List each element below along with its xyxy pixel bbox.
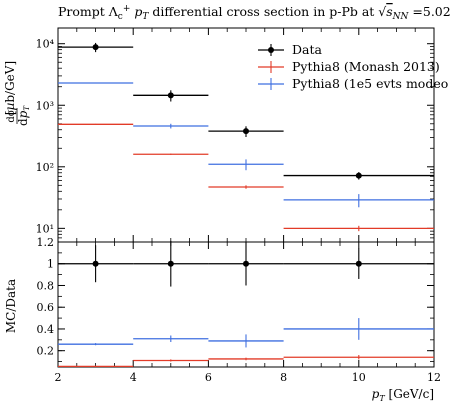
- legend-swatch-marker: [268, 47, 274, 53]
- data-point: [243, 260, 249, 267]
- data-point: [167, 92, 174, 99]
- svg-text:dσ: dσ: [6, 109, 17, 122]
- ratio-series-group: [58, 240, 434, 367]
- x-tick-label: 10: [352, 371, 366, 384]
- ratio-ylabel: MC/Data: [4, 279, 18, 333]
- data-point: [355, 260, 362, 267]
- x-tick-label: 12: [427, 371, 441, 384]
- y-tick-label: 10³: [36, 99, 54, 112]
- x-tick-label: 8: [280, 371, 287, 384]
- y-tick-label: 10¹: [36, 222, 54, 235]
- ratio-y-tick-label: 1: [47, 258, 54, 271]
- x-tick-label: 4: [130, 371, 137, 384]
- x-axis-label: pT [GeV/c]: [372, 387, 434, 403]
- series-1: [58, 123, 434, 232]
- data-point: [167, 260, 174, 267]
- series-2: [58, 82, 434, 208]
- main-series-group: [58, 42, 434, 232]
- data-point: [92, 44, 99, 51]
- ratio-series-2: [58, 318, 434, 348]
- legend: Data Pythia8 (Monash 2013) Pythia8 (1e5 ev…: [258, 42, 450, 91]
- ratio-series-0: [58, 240, 434, 287]
- data-point: [355, 172, 362, 179]
- legend-label: Pythia8 (1e5 evts modeo B: [292, 76, 450, 91]
- data-point: [92, 260, 99, 267]
- ratio-series-1: [58, 355, 434, 367]
- main-y-axis: 10¹ 10² 10³ 10⁴: [36, 38, 434, 243]
- legend-label: Pythia8 (Monash 2013): [292, 59, 440, 74]
- ratio-y-tick-label: 1.2: [37, 236, 55, 249]
- legend-label: Data: [292, 42, 322, 57]
- y-tick-label: 10²: [36, 161, 54, 174]
- x-tick-label: 6: [205, 371, 212, 384]
- ylabel-fraction-numerator: dσ: [6, 109, 17, 122]
- ratio-y-tick-label: 0.6: [37, 301, 55, 314]
- ratio-y-axis: 0.2 0.4 0.6 0.8 1 1.2: [37, 236, 434, 362]
- ratio-y-tick-label: 0.4: [37, 323, 55, 336]
- y-tick-label: 10⁴: [36, 38, 55, 51]
- series-0: [58, 42, 434, 180]
- svg-text:dpT: dpT: [16, 105, 31, 126]
- main-ylabel-unit: [µb/GeV]: [3, 61, 17, 115]
- x-tick-label: 2: [55, 371, 62, 384]
- chart-title: Prompt Λc+ pT differential cross section…: [58, 4, 450, 22]
- ratio-y-tick-label: 0.8: [37, 279, 55, 292]
- data-point: [243, 128, 249, 135]
- ratio-y-tick-label: 0.2: [37, 345, 55, 358]
